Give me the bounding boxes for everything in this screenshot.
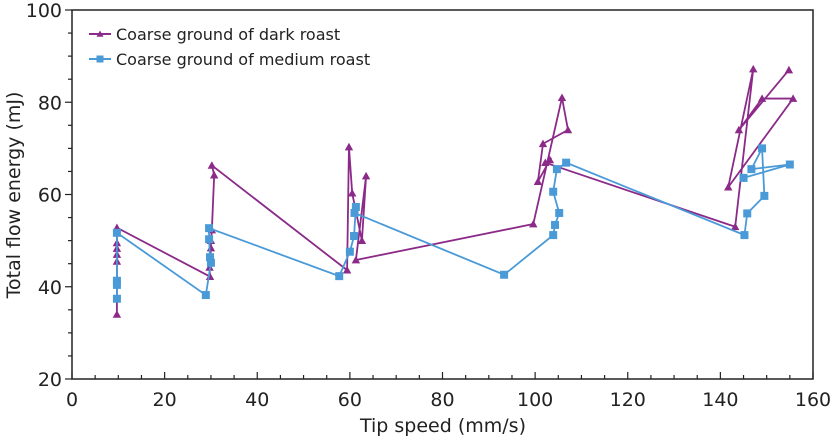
data-point-square: [549, 231, 558, 240]
x-tick-label: 20: [153, 389, 177, 411]
data-point-square: [112, 276, 121, 285]
y-tick-label: 60: [38, 185, 62, 207]
data-point-square: [112, 294, 121, 303]
data-point-square: [760, 191, 769, 200]
data-point-square: [350, 232, 359, 241]
data-point-triangle: [724, 182, 733, 191]
data-point-square: [112, 280, 121, 289]
legend-label-dark-roast: Coarse ground of dark roast: [116, 25, 340, 44]
data-point-triangle: [734, 125, 744, 134]
plot-area: [112, 64, 798, 318]
data-point-square: [345, 247, 354, 256]
data-point-triangle: [351, 255, 361, 264]
legend: Coarse ground of dark roast Coarse groun…: [89, 25, 370, 69]
data-point-triangle: [788, 94, 798, 102]
data-point-triangle: [342, 265, 352, 274]
data-point-triangle: [541, 158, 550, 167]
legend-marker-square: [96, 55, 104, 63]
data-point-triangle: [112, 310, 122, 318]
y-axis-title: Total flow energy (mJ): [3, 92, 25, 300]
data-point-square: [335, 272, 344, 281]
legend-label-medium-roast: Coarse ground of medium roast: [116, 50, 370, 69]
data-point-square: [500, 270, 509, 279]
y-tick-label: 100: [26, 0, 62, 22]
data-point-triangle: [207, 161, 217, 169]
legend-marker-triangle: [96, 30, 104, 37]
series-dark-roast: [112, 64, 798, 318]
data-point-square: [785, 160, 794, 169]
series-medium-roast: [112, 144, 794, 303]
data-point-triangle: [206, 243, 216, 252]
data-point-triangle: [344, 142, 354, 151]
data-point-triangle: [347, 188, 357, 197]
y-tick-label: 80: [38, 92, 62, 114]
data-point-square: [555, 208, 564, 217]
data-point-square: [740, 231, 749, 240]
series-line: [116, 144, 791, 299]
legend-item-dark-roast: Coarse ground of dark roast: [89, 25, 340, 44]
series-line: [116, 68, 795, 315]
data-point-triangle: [749, 64, 758, 73]
x-tick-label: 60: [338, 389, 362, 411]
x-tick-label: 40: [245, 389, 269, 411]
data-point-triangle: [557, 93, 567, 101]
data-point-square: [551, 220, 560, 229]
data-point-square: [562, 158, 571, 167]
data-point-triangle: [784, 65, 794, 74]
legend-item-medium-roast: Coarse ground of medium roast: [89, 50, 370, 69]
data-point-triangle: [563, 125, 573, 134]
data-point-triangle: [545, 155, 555, 164]
data-point-square: [351, 202, 360, 211]
data-point-square: [206, 258, 215, 267]
data-point-square: [205, 224, 214, 233]
x-tick-label: 80: [430, 389, 454, 411]
data-point-square: [552, 165, 561, 174]
data-point-triangle: [361, 171, 371, 180]
x-axis-title: Tip speed (mm/s): [359, 415, 526, 437]
x-tick-label: 160: [795, 389, 831, 411]
x-tick-label: 0: [66, 389, 78, 411]
data-point-triangle: [538, 139, 548, 148]
data-point-square: [743, 209, 752, 218]
data-point-square: [549, 187, 558, 196]
data-point-triangle: [529, 219, 538, 228]
data-point-square: [747, 165, 756, 174]
data-point-triangle: [209, 170, 219, 179]
data-point-triangle: [533, 177, 543, 185]
data-point-square: [201, 291, 210, 300]
x-tick-label: 140: [702, 389, 738, 411]
data-point-triangle: [357, 236, 367, 244]
data-point-square: [739, 173, 748, 182]
data-point-square: [112, 228, 121, 237]
data-point-square: [206, 253, 215, 262]
data-point-square: [350, 208, 359, 217]
data-point-triangle: [757, 94, 767, 102]
y-tick-label: 40: [38, 277, 62, 299]
y-tick-label: 20: [38, 369, 62, 391]
data-point-square: [205, 235, 214, 244]
data-point-triangle: [730, 222, 740, 231]
x-tick-label: 120: [610, 389, 646, 411]
x-tick-label: 100: [517, 389, 553, 411]
data-point-square: [758, 144, 767, 153]
